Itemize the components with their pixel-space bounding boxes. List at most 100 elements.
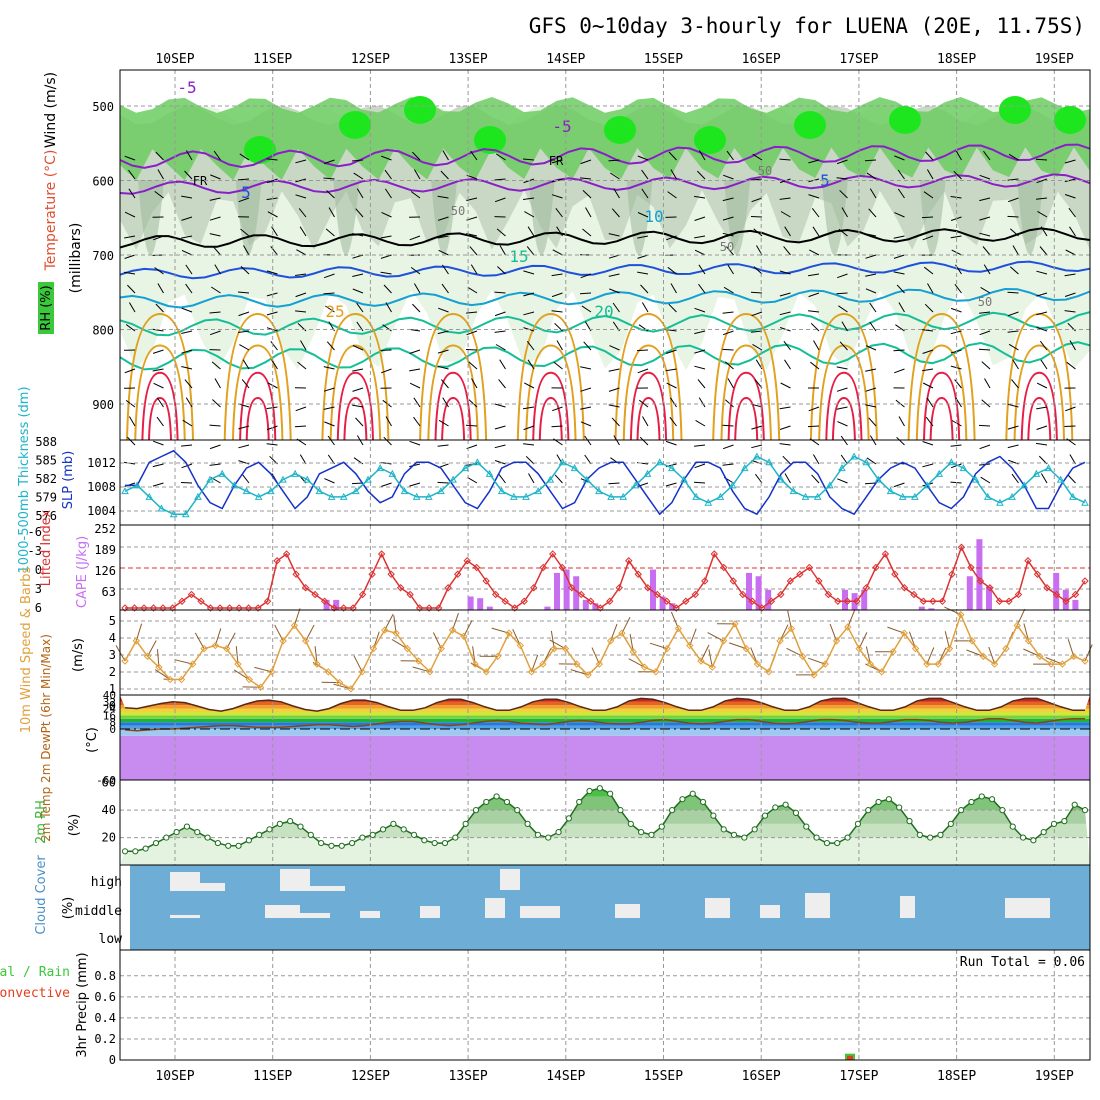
cape-bar [544,606,551,610]
cape-bar [467,596,474,610]
wind-barb [897,188,905,199]
lifted-index-point [786,577,795,585]
wind-barb [184,170,193,180]
date-label-top: 12SEP [351,52,390,67]
wind-barb [238,425,250,430]
temp-loop [148,396,172,441]
wind10-point [561,644,570,653]
ylabel-li: Lifted Index [39,509,54,586]
wind10-barb [570,669,589,676]
wind-barb [155,303,164,313]
wind-barb [782,455,791,465]
wind-barb [609,345,620,351]
wind10-point [256,683,265,691]
wind-barb [610,172,620,180]
wind-barb [241,379,250,389]
wind-barb [753,228,763,237]
thickness-point [923,481,931,489]
wind-barb [894,155,905,161]
wind10-point [753,660,762,668]
cloud-cell [615,904,640,918]
rh2m-point [658,823,665,830]
wind-barb [355,417,364,427]
lifted-index-point [701,577,709,585]
wind-barb [385,302,392,313]
wind10-barb [305,624,315,642]
wind-barb [237,178,250,181]
wind-barb [750,291,763,294]
wind-barb [209,424,221,427]
ylabel-temp: Temperature (°C) [43,150,59,272]
lifted-index-point [472,563,481,572]
thickness-tick: 585 [35,454,57,468]
rh-tick: 20 [102,831,116,845]
thickness-point [1032,469,1041,477]
temp-loop [1027,396,1052,441]
wind-barb [182,419,193,427]
lifted-index-point [938,597,947,605]
rh2m-point [937,831,944,838]
wind-barb [608,404,620,408]
wind10-point [177,675,186,684]
wind-barb [125,324,136,332]
wind-barb [181,463,193,469]
wind-barb [810,361,820,370]
wind-barb [413,283,421,294]
cloud-cell [500,869,520,890]
rh2m-point [865,807,872,814]
rh2m-point [999,807,1006,814]
wind-barb [694,235,706,239]
slp-tick: 1012 [87,456,116,470]
wind-barb [784,473,791,484]
rh2m-point [927,834,934,841]
lifted-index-point [187,590,196,599]
wind-barb [328,207,335,218]
contour-label: 5 [820,171,830,190]
date-label-bottom: 16SEP [742,1069,781,1084]
wind10-point [381,626,389,634]
wind-barb [837,273,848,279]
wind-barb [836,406,848,410]
wind-barb [869,321,877,332]
temp-loop [427,344,479,441]
wind-barb [555,207,563,218]
contour-label: 25 [325,302,344,321]
wind-barb [152,328,164,332]
wind-barb [522,158,535,161]
wind-barb [694,330,706,335]
wind-barb [212,246,221,256]
lifted-index-point [919,597,928,605]
wind10-point [279,637,287,645]
thickness-point [983,492,992,500]
wind10-tick: 1 [109,682,116,696]
contour-label: -5 [552,117,571,136]
wind-barb [1011,379,1019,389]
temp-loop [831,396,856,441]
wind-barb [950,481,962,484]
wind-barb [1040,340,1048,351]
wind-barb [751,444,763,449]
wind-barb [382,324,392,332]
date-label-top: 11SEP [253,52,292,67]
rh-bright-patch [694,126,726,154]
wind-barb [809,249,820,256]
wind-barb [527,226,535,237]
wind-barb [636,349,649,352]
lifted-index-point [900,584,909,592]
wind-barb [722,444,734,450]
wind-barb [1036,270,1048,275]
wind-barb [865,345,877,351]
wind-barb [693,481,706,484]
rh2m-point [297,823,304,830]
lifted-index-point [1033,570,1042,578]
wind-barb [156,397,164,408]
wind10-point [979,652,988,661]
lifted-index-point [634,570,642,578]
wind10-point [539,660,547,668]
rh2m-point [379,826,387,833]
rh2m-point [906,818,913,825]
rh2m-point [369,831,376,838]
wind10-tick: 0 [109,699,116,713]
wind-barb [181,366,193,370]
wind10-point [200,644,208,653]
